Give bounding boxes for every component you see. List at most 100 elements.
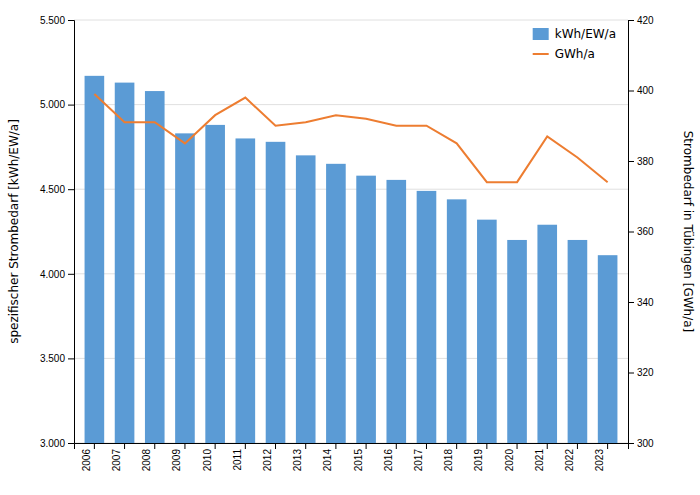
tick-label: 420 [637, 15, 654, 26]
tick: 2006 [81, 443, 95, 471]
grid [74, 20, 628, 443]
tick-label: 2010 [202, 449, 213, 472]
tick: 4.500 [40, 184, 74, 195]
tick: 2022 [564, 443, 578, 471]
tick-label: 2013 [292, 449, 303, 472]
tick: 300 [628, 438, 654, 449]
tick-label: 2012 [262, 449, 273, 472]
axis-line [68, 21, 75, 444]
tick: 2015 [353, 443, 367, 471]
tick: 5.000 [40, 99, 74, 110]
bar [447, 199, 467, 443]
tick-label: 2019 [473, 449, 484, 472]
bar [205, 125, 225, 443]
tick: 2014 [322, 443, 336, 471]
bar [296, 155, 316, 443]
tick-mark [426, 443, 427, 449]
legend-swatch [533, 53, 549, 55]
bar [417, 191, 437, 443]
tick-label: 400 [637, 85, 654, 96]
bar-series [85, 76, 618, 443]
plot: 2006 2007 2008 2009 2010 2011 2012 2013 2014 2015… [40, 15, 654, 472]
bar [386, 180, 406, 443]
axis: 300 320 340 360 380 400 420 [628, 15, 654, 449]
grid-line [74, 20, 628, 21]
tick: 320 [628, 367, 654, 378]
tick-label: 2007 [111, 449, 122, 472]
legend: kWh/EW/a GWh/a [533, 27, 616, 61]
bar [145, 91, 165, 443]
tick-mark [68, 274, 74, 275]
tick-label: 2017 [413, 449, 424, 472]
tick-mark [456, 443, 457, 449]
axis-line [629, 21, 635, 444]
legend-label: kWh/EW/a [555, 27, 616, 41]
tick-mark [154, 443, 155, 449]
tick-label: 2009 [171, 449, 182, 472]
legend-item: kWh/EW/a [533, 27, 616, 41]
tick-mark [245, 443, 246, 449]
tick-mark [547, 443, 548, 449]
tick-mark [396, 443, 397, 449]
bar [175, 133, 195, 443]
tick: 2012 [262, 443, 276, 471]
tick: 340 [628, 297, 654, 308]
tick-label: 5.500 [40, 15, 65, 26]
tick-label: 2006 [81, 449, 92, 472]
tick-mark [517, 443, 518, 449]
tick-mark [577, 443, 578, 449]
tick: 3.500 [40, 353, 74, 364]
tick-mark [68, 443, 74, 444]
tick: 2011 [232, 443, 246, 471]
axis-line [75, 444, 629, 450]
legend-item: GWh/a [533, 47, 595, 61]
tick-label: 3.500 [40, 353, 65, 364]
line [94, 94, 607, 182]
tick-mark [184, 443, 185, 449]
tick: 360 [628, 226, 654, 237]
tick: 380 [628, 156, 654, 167]
tick: 2016 [383, 443, 397, 471]
bar [568, 240, 588, 443]
tick-mark [628, 161, 634, 162]
tick-label: 3.000 [40, 438, 65, 449]
tick-mark [94, 443, 95, 449]
tick-mark [68, 20, 74, 21]
tick: 5.500 [40, 15, 74, 26]
tick-mark [215, 443, 216, 449]
tick-label: 2022 [564, 449, 575, 472]
tick-label: 320 [637, 367, 654, 378]
tick-mark [335, 443, 336, 449]
axis-title: Strombedarf in Tübingen [GWh/a] [681, 131, 695, 333]
tick-label: 4.500 [40, 184, 65, 195]
tick: 2007 [111, 443, 125, 471]
tick-label: 2008 [141, 449, 152, 472]
tick-mark [628, 373, 634, 374]
tick: 2023 [594, 443, 608, 471]
marks [85, 76, 618, 443]
axis: 2006 2007 2008 2009 2010 2011 2012 2013 2014 2015… [75, 443, 629, 471]
tick-label: 4.000 [40, 269, 65, 280]
tick: 2010 [202, 443, 216, 471]
legend-swatch [533, 28, 549, 40]
tick-label: 2014 [322, 449, 333, 472]
axis: 3.000 3.500 4.000 4.500 5.000 5.500 [40, 15, 75, 449]
tick-mark [124, 443, 125, 449]
tick: 2019 [473, 443, 487, 471]
bar [356, 176, 376, 443]
bar [115, 83, 135, 443]
bar [85, 76, 105, 443]
tick-mark [628, 443, 634, 444]
bar [507, 240, 527, 443]
tick-label: 300 [637, 438, 654, 449]
tick: 400 [628, 85, 654, 96]
tick-mark [628, 302, 634, 303]
tick-mark [628, 232, 634, 233]
tick-mark [68, 189, 74, 190]
tick-label: 360 [637, 226, 654, 237]
tick-mark [628, 91, 634, 92]
tick: 2017 [413, 443, 427, 471]
chart: 2006 2007 2008 2009 2010 2011 2012 2013 2014 2015… [0, 0, 700, 495]
tick-label: 5.000 [40, 99, 65, 110]
tick-label: 2023 [594, 449, 605, 472]
